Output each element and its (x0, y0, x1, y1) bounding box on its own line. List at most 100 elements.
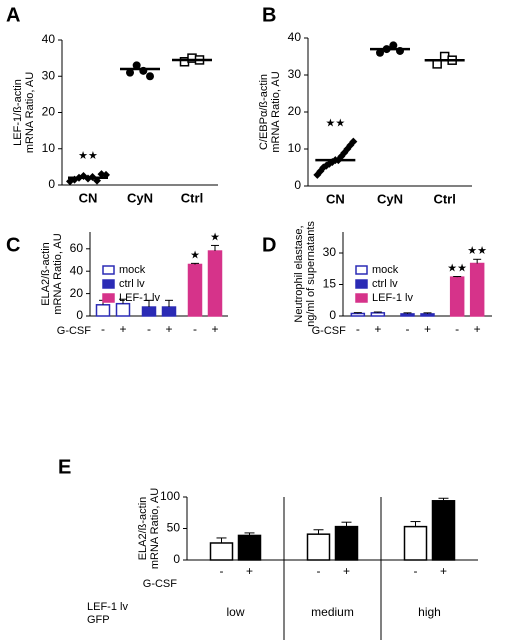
y-axis-label: ELA2/ß-actin (137, 497, 149, 561)
bar (306, 533, 331, 561)
legend-swatch (102, 279, 115, 289)
significance: ★★ (78, 150, 98, 162)
x-row-label: G-CSF (57, 325, 92, 337)
x-tick-label: + (211, 322, 218, 336)
point (349, 137, 358, 146)
x-tick-label: - (356, 322, 360, 336)
bar (334, 525, 359, 561)
significance: ★★ (467, 245, 487, 257)
y-tick-label: 10 (288, 141, 302, 155)
bar (350, 312, 366, 317)
panel-letter: B (262, 4, 276, 26)
panel-letter: E (58, 456, 71, 478)
y-tick-label: 0 (48, 177, 55, 191)
bar (187, 263, 203, 317)
y-tick-label: 0 (76, 308, 83, 322)
x-tick-label: + (474, 322, 481, 336)
panel-letter: C (6, 234, 20, 256)
legend-swatch (355, 279, 368, 289)
x-tick-label: CyN (377, 191, 403, 206)
bar (115, 302, 131, 317)
bar (449, 276, 465, 317)
y-tick-label: 15 (323, 277, 337, 291)
bar (95, 304, 111, 317)
legend-swatch (355, 265, 368, 275)
x-tick-label: - (317, 564, 321, 578)
y-tick-label: 60 (70, 241, 84, 255)
bar (469, 262, 485, 317)
y-tick-label: 30 (288, 67, 302, 81)
x-tick-label: + (374, 322, 381, 336)
x-tick-label: + (119, 322, 126, 336)
x-tick-label: + (424, 322, 431, 336)
point (389, 41, 398, 50)
bar (370, 312, 386, 317)
y-axis-label: Neutrophil elastase, (293, 225, 305, 322)
x-tick-label: Ctrl (433, 191, 455, 206)
x-tick-label: - (414, 564, 418, 578)
significance: ★ (210, 231, 220, 243)
legend-swatch (102, 293, 115, 303)
x-tick-label: - (147, 322, 151, 336)
y-axis-label: mRNA Ratio, AU (52, 233, 64, 314)
y-tick-label: 0 (294, 178, 301, 192)
x-tick-label: + (343, 564, 350, 578)
x-row-label: G-CSF (143, 578, 178, 590)
x-tick-label: - (220, 564, 224, 578)
y-tick-label: 0 (173, 552, 180, 566)
group-label: medium (311, 605, 354, 619)
point (146, 72, 154, 81)
significance: ★★ (325, 118, 345, 130)
x-tick-label: + (165, 322, 172, 336)
y-axis-label: mRNA Ratio, AU (24, 72, 36, 153)
point (126, 68, 134, 77)
x-tick-label: - (406, 322, 410, 336)
legend-label: ctrl lv (119, 278, 145, 290)
y-axis-label: mRNA Ratio, AU (270, 71, 282, 152)
legend-swatch (355, 293, 368, 303)
bar (209, 542, 234, 561)
legend-label: ctrl lv (372, 278, 398, 290)
x-tick-label: Ctrl (181, 190, 203, 205)
y-tick-label: 30 (323, 245, 337, 259)
y-tick-label: 40 (42, 32, 56, 46)
legend-label: mock (372, 264, 399, 276)
y-tick-label: 20 (288, 104, 302, 118)
bar (207, 250, 223, 317)
x-tick-label: - (455, 322, 459, 336)
bar (141, 306, 157, 317)
y-tick-label: 40 (70, 263, 84, 277)
panel-letter: D (262, 234, 276, 256)
legend-label: LEF-1 lv (119, 292, 160, 304)
x-tick-label: + (246, 564, 253, 578)
x-tick-label: CN (79, 190, 98, 205)
y-tick-label: 30 (42, 68, 56, 82)
group-row-label: GFP (87, 614, 110, 626)
x-tick-label: + (440, 564, 447, 578)
y-tick-label: 10 (42, 141, 56, 155)
y-axis-label: LEF-1/ß-actin (12, 79, 24, 146)
y-axis-label: ELA2/ß-actin (40, 242, 52, 306)
y-axis-label: C/EBPα/ß-actin (258, 74, 270, 150)
x-tick-label: CyN (127, 190, 153, 205)
significance: ★★ (447, 262, 467, 274)
bar (431, 500, 456, 561)
y-axis-label: ng/ml of supernatants (305, 221, 317, 327)
y-tick-label: 20 (70, 286, 84, 300)
significance: ★ (190, 249, 200, 261)
bar (400, 313, 415, 317)
y-tick-label: 20 (42, 105, 56, 119)
x-tick-label: CN (326, 191, 345, 206)
x-tick-label: - (101, 322, 105, 336)
legend-label: mock (119, 264, 146, 276)
y-tick-label: 50 (167, 521, 181, 535)
y-tick-label: 40 (288, 30, 302, 44)
y-tick-label: 0 (329, 308, 336, 322)
group-label: high (418, 605, 441, 619)
point (132, 61, 141, 70)
legend-swatch (102, 265, 115, 275)
bar (420, 313, 435, 317)
legend-label: LEF-1 lv (372, 292, 413, 304)
x-tick-label: - (193, 322, 197, 336)
